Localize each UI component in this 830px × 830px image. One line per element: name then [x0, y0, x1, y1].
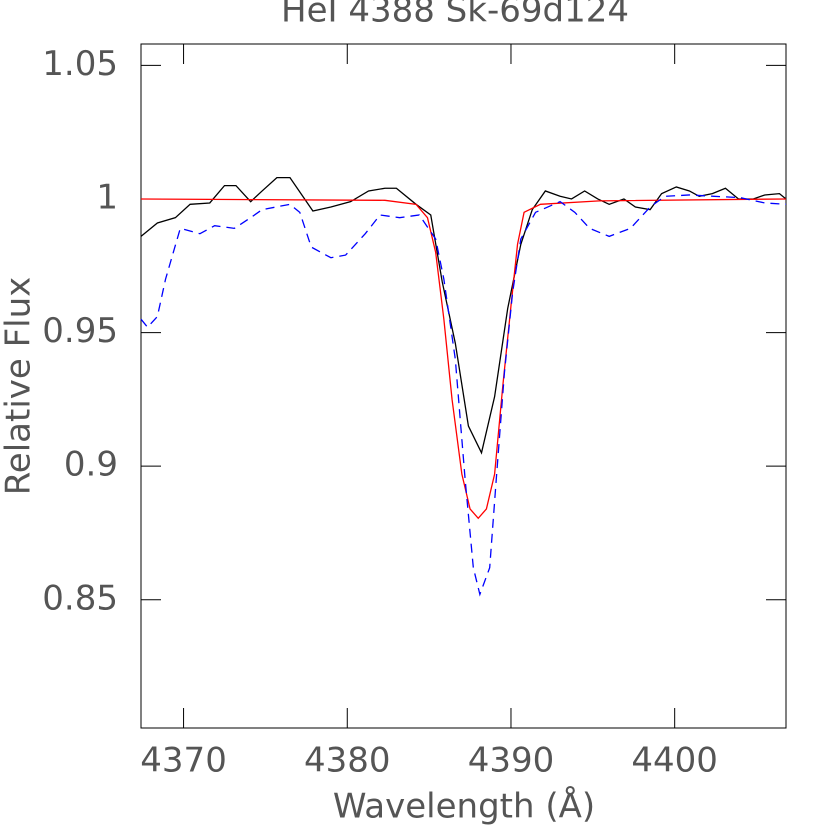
spectrum-line — [140, 194, 787, 597]
chart-title: HeI 4388 Sk-69d124 — [281, 0, 629, 31]
x-tick-label: 4380 — [304, 741, 391, 781]
plot-frame — [140, 43, 787, 729]
spectrum-line — [140, 198, 787, 520]
x-tick-label: 4390 — [468, 741, 555, 781]
spectrum-line — [140, 176, 787, 455]
y-tick-label: 1 — [96, 177, 118, 217]
y-tick-label: 1.05 — [42, 44, 118, 84]
y-tick-label: 0.85 — [42, 578, 118, 618]
y-tick-label: 0.95 — [42, 311, 118, 351]
x-tick-label: 4400 — [631, 741, 718, 781]
y-tick-label: 0.9 — [64, 445, 118, 485]
y-axis-label: Relative Flux — [0, 277, 39, 496]
x-tick-label: 4370 — [140, 741, 227, 781]
x-axis-label: Wavelength (Å) — [333, 786, 595, 827]
